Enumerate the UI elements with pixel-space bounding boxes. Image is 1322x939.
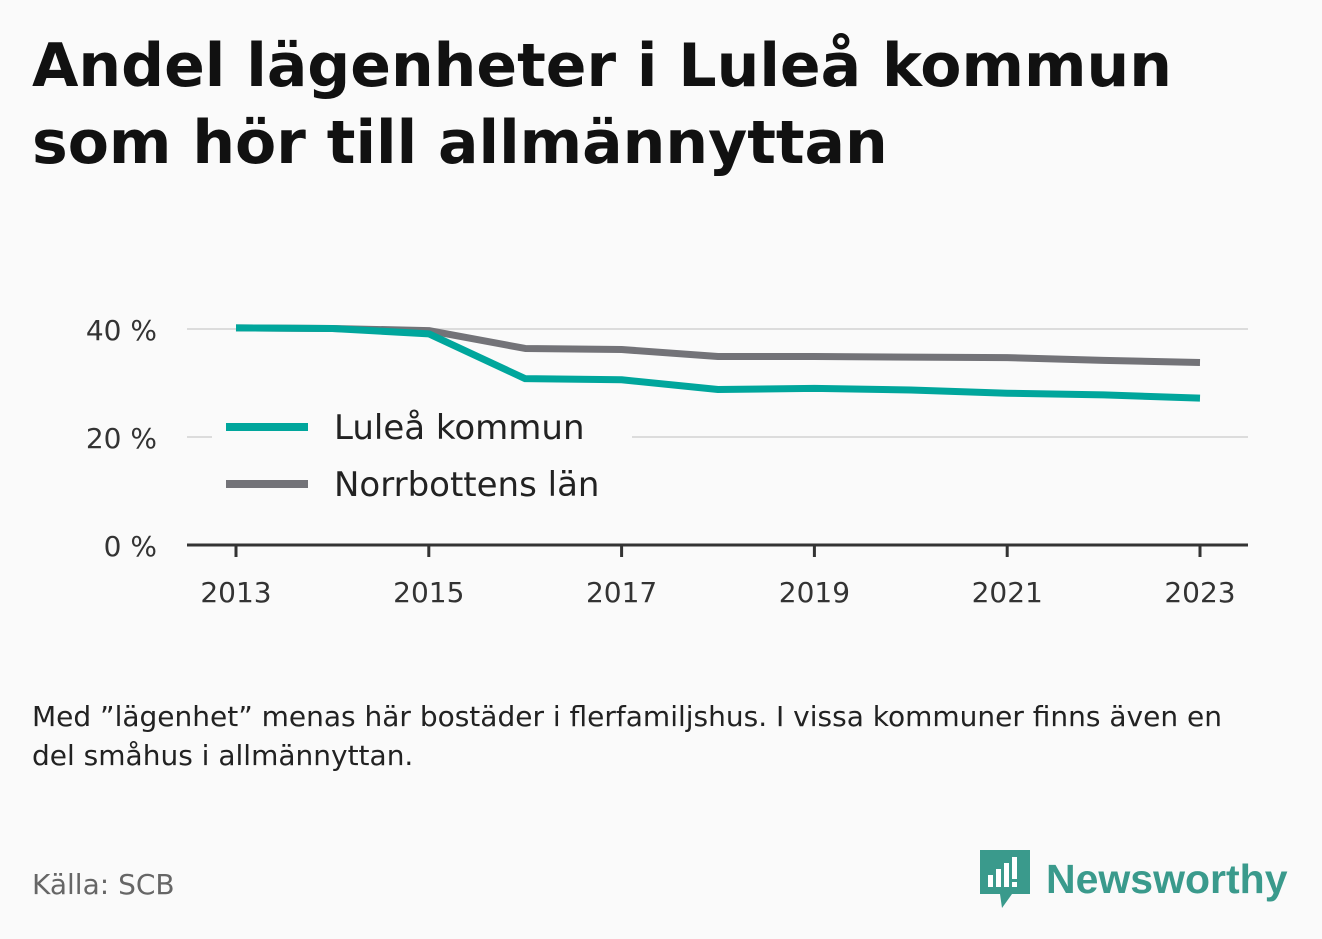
- x-tick-label: 2017: [586, 576, 657, 609]
- newsworthy-logo-icon: [980, 850, 1030, 908]
- chart-title: Andel lägenheter i Luleå kommun som hör …: [32, 31, 1172, 178]
- x-tick-label: 2013: [200, 576, 271, 609]
- source-label: Källa: SCB: [32, 868, 175, 901]
- y-tick-label: 20 %: [86, 422, 157, 455]
- x-tick-label: 2021: [972, 576, 1043, 609]
- newsworthy-brand[interactable]: Newsworthy: [978, 848, 1288, 910]
- y-tick-label: 40 %: [86, 314, 157, 347]
- x-tick-label: 2019: [779, 576, 850, 609]
- x-tick-labels: 2013 2015 2017 2019 2021 2023: [200, 576, 1235, 609]
- brand-name: Newsworthy: [1046, 855, 1288, 902]
- legend-box: [212, 398, 632, 518]
- chart-note: Med ”lägenhet” menas här bostäder i fler…: [32, 700, 1222, 772]
- series-line-lule-kommun: [235, 324, 1201, 402]
- legend: Luleå kommun Norrbottens län: [212, 398, 632, 518]
- x-axis: [187, 543, 1248, 557]
- legend-label: Norrbottens län: [334, 465, 599, 505]
- x-tick-label: 2015: [393, 576, 464, 609]
- y-tick-label: 0 %: [104, 530, 157, 563]
- x-tick-label: 2023: [1164, 576, 1235, 609]
- y-axis: 0 % 20 % 40 %: [86, 314, 157, 563]
- legend-label: Luleå kommun: [334, 408, 585, 448]
- series-lines: [235, 324, 1201, 402]
